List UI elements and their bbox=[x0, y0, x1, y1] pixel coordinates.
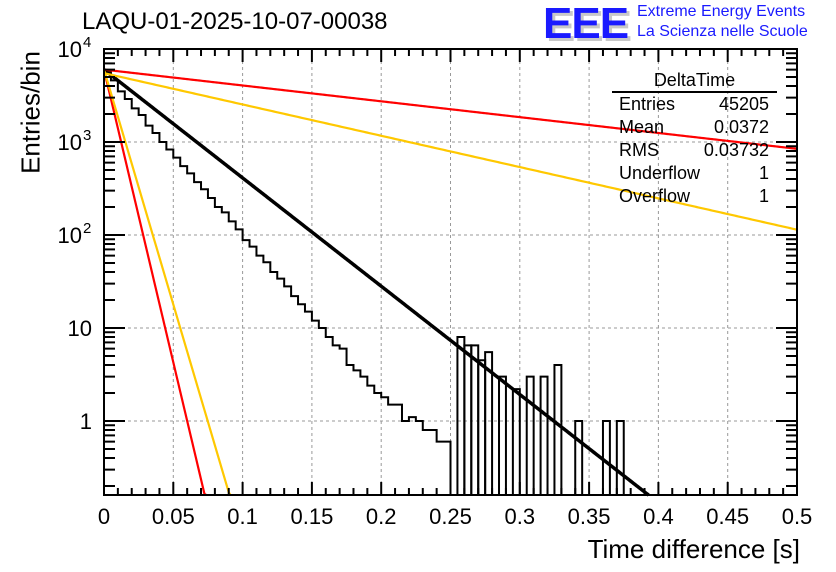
stats-label: RMS bbox=[619, 140, 659, 160]
stats-value: 1 bbox=[758, 163, 769, 183]
logo-line-2: La Scienza nelle Scuole bbox=[637, 23, 808, 40]
histogram-bin bbox=[574, 420, 584, 495]
y-tick-exponent: 4 bbox=[83, 34, 91, 51]
eee-logo: EEE bbox=[543, 0, 629, 48]
histogram-bin bbox=[601, 420, 611, 495]
stats-value: 0.0372 bbox=[713, 117, 769, 137]
chart-title: LAQU-01-2025-10-07-00038 bbox=[82, 8, 388, 35]
fit-red-shallow bbox=[103, 68, 798, 150]
fit-yellow-steep bbox=[102, 69, 232, 496]
histogram-bin bbox=[484, 351, 494, 495]
y-tick-exponent: 2 bbox=[83, 220, 91, 237]
x-tick-label: 0.25 bbox=[429, 504, 472, 529]
stats-row: Mean 0.0372 bbox=[612, 116, 777, 139]
histogram-bin bbox=[456, 336, 466, 495]
x-tick-label: 0.15 bbox=[290, 504, 333, 529]
histogram-bin bbox=[511, 388, 521, 495]
x-axis-ticks: 0 0.05 0.1 0.15 0.2 0.25 0.3 0.35 0.4 0.45 0.5 bbox=[98, 49, 812, 529]
histogram-bin bbox=[470, 344, 480, 495]
stats-value: 1 bbox=[758, 186, 769, 206]
x-tick-label: 0.35 bbox=[568, 504, 611, 529]
stats-label: Underflow bbox=[619, 163, 701, 183]
histogram bbox=[103, 70, 625, 495]
x-tick-label: 0.3 bbox=[505, 504, 536, 529]
logo-line-1: Extreme Energy Events bbox=[637, 3, 806, 20]
histogram-bin bbox=[477, 359, 487, 495]
x-tick-label: 0.4 bbox=[643, 504, 674, 529]
histogram-bin bbox=[498, 375, 507, 495]
y-tick-exponent: 3 bbox=[83, 127, 91, 144]
y-tick-label: 10 bbox=[58, 223, 82, 248]
stats-row: RMS 0.03732 bbox=[612, 139, 777, 162]
y-axis-label: Entries/bin bbox=[15, 51, 46, 174]
histogram-bin bbox=[463, 344, 473, 495]
stats-label: Mean bbox=[619, 117, 665, 137]
y-tick-label: 10 bbox=[68, 316, 92, 341]
histogram-outline bbox=[103, 70, 452, 495]
y-tick-label: 1 bbox=[80, 409, 92, 434]
stats-label: Entries bbox=[619, 94, 676, 114]
stats-row: Entries 45205 bbox=[612, 93, 777, 116]
x-tick-label: 0.05 bbox=[152, 504, 195, 529]
x-tick-label: 0 bbox=[98, 504, 110, 529]
x-axis-label: Time difference [s] bbox=[587, 534, 800, 564]
x-tick-label: 0.1 bbox=[227, 504, 258, 529]
stats-value: 45205 bbox=[718, 94, 769, 114]
stats-row: Underflow 1 bbox=[612, 162, 777, 185]
stats-title: DeltaTime bbox=[612, 70, 777, 93]
grid bbox=[104, 49, 797, 495]
histogram-bin bbox=[615, 420, 625, 495]
stats-value: 0.03732 bbox=[703, 140, 769, 160]
histogram-bin bbox=[539, 375, 549, 495]
fit-yellow-shallow bbox=[103, 72, 798, 231]
x-tick-label: 0.45 bbox=[706, 504, 749, 529]
stats-row: Overflow 1 bbox=[612, 185, 777, 208]
y-tick-label: 10 bbox=[58, 37, 82, 62]
y-tick-label: 10 bbox=[58, 130, 82, 155]
histogram-bin bbox=[553, 364, 563, 495]
fit-black bbox=[102, 68, 650, 497]
stats-label: Overflow bbox=[619, 186, 691, 206]
stats-box: DeltaTime Entries 45205 Mean 0.0372 RMS 0.0… bbox=[612, 70, 777, 208]
fit-curves bbox=[102, 68, 798, 497]
histogram-bin bbox=[525, 375, 535, 495]
x-tick-label: 0.2 bbox=[366, 504, 397, 529]
x-tick-label: 0.5 bbox=[782, 504, 813, 529]
